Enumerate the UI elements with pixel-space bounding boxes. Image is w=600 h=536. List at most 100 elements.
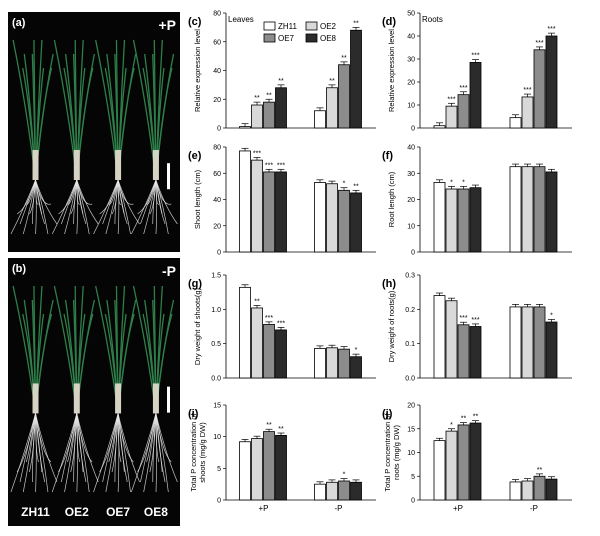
- y-tick-label: 10: [407, 450, 415, 457]
- y-tick-label: 40: [407, 34, 415, 41]
- significance-stars: **: [266, 92, 272, 99]
- bar: [509, 117, 522, 129]
- panel-label: (e): [188, 150, 202, 162]
- bar: [239, 441, 251, 501]
- root-strand: [76, 413, 90, 493]
- genotype-label: ZH11: [21, 505, 50, 519]
- bar: [469, 326, 482, 379]
- scale-bar: [167, 386, 170, 413]
- bar: [533, 166, 546, 253]
- bar: [338, 348, 350, 379]
- bar: [338, 64, 350, 129]
- significance-stars: ***: [277, 162, 285, 169]
- x-category-label: +P: [258, 504, 268, 513]
- chart-panel-j: 0 5 10 15 20 (j)Total P concentration ofroots…: [382, 403, 572, 513]
- y-tick-label: 0: [217, 498, 221, 505]
- significance-stars: ***: [471, 317, 479, 324]
- bar: [545, 171, 558, 253]
- significance-stars: ***: [265, 162, 273, 169]
- bar: [275, 171, 287, 253]
- significance-stars: **: [473, 414, 479, 421]
- root-strand: [76, 413, 99, 483]
- stem-base: [152, 383, 159, 414]
- bar: [326, 183, 338, 253]
- root-strand: [35, 413, 49, 493]
- stem-base: [115, 383, 122, 414]
- y-tick-label: 0.3: [405, 273, 415, 280]
- bar: [457, 188, 470, 253]
- bar: [509, 481, 522, 501]
- photo-panel-minus-p: (b) -P ZH11 OE2 OE7 OE8: [8, 258, 180, 526]
- bar: [533, 475, 546, 501]
- y-tick-label: 80: [213, 145, 221, 152]
- y-axis-label: Shoot length (cm): [193, 169, 202, 229]
- legend-swatch: [305, 21, 318, 31]
- significance-stars: *: [355, 347, 358, 354]
- y-axis-label: Total P concentration ofshoots (mg/g DW): [189, 412, 207, 491]
- y-axis-label-group: Dry weight of roots(g): [387, 290, 396, 362]
- chart-panel-i: 0 5 10 15 (i)Total P concentration ofshoots …: [188, 403, 376, 513]
- y-tick-label: 0.1: [405, 341, 415, 348]
- y-tick-label: 60: [213, 39, 221, 46]
- x-category-label: +P: [453, 504, 463, 513]
- bar: [251, 104, 263, 129]
- panel-label: (d): [382, 16, 396, 28]
- significance-stars: ***: [277, 320, 285, 327]
- bar: [533, 49, 546, 129]
- stem-base: [73, 383, 80, 414]
- panel-label: (g): [188, 278, 202, 290]
- chart-panel-g: 0.00.51.01.5(g)Dry weight of shoots(g) **…: [188, 273, 376, 383]
- chart-title: Leaves: [228, 15, 254, 24]
- bar: [350, 192, 362, 253]
- y-tick-label: 60: [213, 171, 221, 178]
- significance-stars: **: [537, 467, 543, 474]
- bar: [433, 295, 446, 379]
- y-axis-label-line2: shoots (mg/g DW): [198, 422, 207, 483]
- bar: [326, 87, 338, 129]
- photo-condition-label: -P: [162, 263, 176, 279]
- y-tick-label: 40: [407, 145, 415, 152]
- genotype-label: OE2: [65, 505, 89, 519]
- y-axis-label-group: Shoot length (cm): [193, 169, 202, 229]
- bar: [251, 438, 263, 501]
- bar: [545, 35, 558, 129]
- significance-stars: **: [461, 416, 467, 423]
- significance-stars: *: [450, 179, 453, 186]
- bar: [350, 29, 362, 129]
- bar: [263, 171, 275, 253]
- photo-condition-label: +P: [158, 17, 176, 33]
- y-tick-label: 10: [407, 103, 415, 110]
- y-axis-label-group: Relative expression level: [387, 29, 396, 112]
- chart-title: Roots: [422, 15, 443, 24]
- y-tick-label: 20: [407, 403, 415, 410]
- panel-label: (h): [382, 278, 396, 290]
- plant-oe8: [131, 285, 178, 493]
- stem-base: [32, 150, 39, 180]
- bar: [263, 101, 275, 129]
- significance-stars: ***: [253, 151, 261, 158]
- chart-panel-h: 0.00.10.20.3(h)Dry weight of roots(g) ***…: [382, 273, 572, 383]
- bar: [521, 306, 534, 379]
- significance-stars: ***: [459, 85, 467, 92]
- bar: [533, 306, 546, 379]
- bar: [521, 480, 534, 501]
- plant-oe8: [131, 39, 178, 235]
- bar: [314, 483, 326, 501]
- significance-stars: *: [462, 179, 465, 186]
- panel-label: (c): [188, 16, 202, 28]
- y-axis-label: Total P concentration ofroots (mg/g DW): [383, 412, 401, 491]
- y-tick-label: 0.5: [211, 341, 221, 348]
- significance-stars: **: [278, 78, 284, 85]
- y-tick-label: 20: [407, 197, 415, 204]
- stem-base: [115, 150, 122, 180]
- bar: [433, 440, 446, 501]
- stem-base: [73, 150, 80, 180]
- root-strand: [117, 413, 131, 493]
- bar: [326, 347, 338, 379]
- root-strand: [155, 413, 178, 483]
- significance-stars: **: [329, 78, 335, 85]
- legend-swatch: [263, 33, 276, 43]
- photo-panel-label: (b): [12, 263, 26, 275]
- legend-entry: OE8: [320, 34, 337, 43]
- scale-bar: [167, 163, 170, 190]
